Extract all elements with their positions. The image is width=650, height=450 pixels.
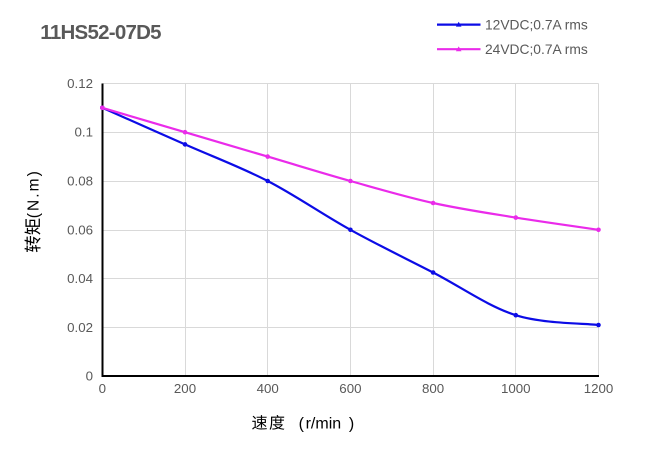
svg-text:0.06: 0.06 bbox=[67, 222, 93, 237]
svg-text:0: 0 bbox=[86, 369, 93, 384]
svg-text:): ) bbox=[349, 416, 354, 433]
svg-text:0: 0 bbox=[99, 381, 106, 396]
svg-text:0.12: 0.12 bbox=[67, 76, 93, 91]
svg-text:200: 200 bbox=[174, 381, 196, 396]
svg-text:(: ( bbox=[299, 416, 305, 433]
svg-text:0.02: 0.02 bbox=[67, 320, 93, 335]
svg-text:r/min: r/min bbox=[306, 416, 342, 433]
svg-text:600: 600 bbox=[339, 381, 361, 396]
svg-text:800: 800 bbox=[422, 381, 444, 396]
svg-text:1000: 1000 bbox=[501, 381, 531, 396]
svg-text:11HS52-07D5: 11HS52-07D5 bbox=[40, 21, 161, 44]
svg-text:(N.m): (N.m) bbox=[26, 169, 43, 218]
svg-text:12VDC;0.7A rms: 12VDC;0.7A rms bbox=[485, 18, 588, 33]
svg-text:0.1: 0.1 bbox=[75, 125, 94, 140]
svg-text:400: 400 bbox=[257, 381, 279, 396]
svg-text:1200: 1200 bbox=[584, 381, 614, 396]
svg-text:0.08: 0.08 bbox=[67, 174, 93, 189]
svg-text:0.04: 0.04 bbox=[67, 271, 93, 286]
svg-text:24VDC;0.7A rms: 24VDC;0.7A rms bbox=[485, 42, 588, 57]
